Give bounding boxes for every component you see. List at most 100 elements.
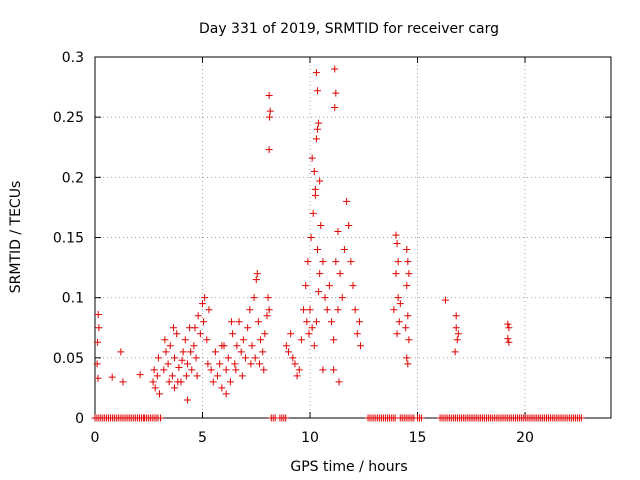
data-point xyxy=(304,258,312,266)
data-point xyxy=(336,270,344,278)
data-point xyxy=(312,318,320,326)
data-point xyxy=(205,306,213,314)
x-tick-label: 5 xyxy=(198,430,207,446)
data-point xyxy=(174,378,182,386)
data-point xyxy=(393,240,401,248)
data-point xyxy=(332,258,340,266)
data-point xyxy=(235,318,243,326)
data-point xyxy=(297,336,305,344)
data-point xyxy=(261,330,269,338)
data-point xyxy=(330,336,338,344)
data-point xyxy=(93,360,101,368)
data-point xyxy=(173,330,181,338)
data-point xyxy=(441,296,449,304)
data-point xyxy=(321,294,329,302)
zero-data-point xyxy=(282,414,290,422)
data-point xyxy=(392,270,400,278)
data-point xyxy=(204,360,212,368)
data-point xyxy=(218,342,226,350)
data-point xyxy=(315,119,323,127)
data-point xyxy=(203,336,211,344)
data-point xyxy=(295,366,303,374)
data-point xyxy=(328,318,335,326)
data-point xyxy=(392,231,400,239)
data-point xyxy=(395,318,403,326)
data-point xyxy=(175,363,183,371)
data-point xyxy=(402,324,410,332)
data-point xyxy=(164,360,172,368)
data-point xyxy=(194,312,202,320)
data-point xyxy=(312,135,320,143)
data-point xyxy=(319,258,327,266)
data-point xyxy=(291,360,299,368)
data-point xyxy=(238,372,246,380)
tick-layer: 0 5 10 15 20 0 0.05 0.1 0.15 0.2 0.25 0.3 xyxy=(53,50,611,446)
data-point xyxy=(334,306,342,314)
data-point xyxy=(191,324,199,332)
y-tick-label: 0.25 xyxy=(53,110,84,126)
data-point xyxy=(171,354,179,362)
data-point xyxy=(310,342,318,350)
data-point xyxy=(314,87,322,95)
data-point xyxy=(226,378,234,386)
data-point xyxy=(293,372,301,380)
y-tick-label: 0 xyxy=(75,411,84,427)
data-point xyxy=(332,89,340,97)
data-point xyxy=(311,191,319,199)
data-point xyxy=(403,282,411,290)
data-point xyxy=(216,360,224,368)
data-point xyxy=(300,306,308,314)
y-tick-label: 0.05 xyxy=(53,351,84,367)
data-point xyxy=(193,372,201,380)
chart-title: Day 331 of 2019, SRMTID for receiver car… xyxy=(199,21,499,37)
data-point xyxy=(211,348,219,356)
x-axis-label: GPS time / hours xyxy=(290,459,407,475)
y-tick-label: 0.2 xyxy=(62,170,84,186)
data-point xyxy=(187,348,195,356)
data-point xyxy=(404,258,412,266)
data-point xyxy=(108,373,116,381)
grid-layer xyxy=(95,57,611,418)
data-point xyxy=(94,374,102,382)
data-point xyxy=(317,221,325,229)
data-point xyxy=(254,318,262,326)
data-point xyxy=(161,336,169,344)
data-point xyxy=(404,312,412,320)
data-point xyxy=(179,348,187,356)
data-point xyxy=(250,294,258,302)
data-point xyxy=(253,270,261,278)
plot-frame xyxy=(94,56,612,419)
zero-data-point xyxy=(417,414,425,422)
data-point xyxy=(355,318,363,326)
data-point xyxy=(309,209,317,217)
data-point xyxy=(266,113,274,121)
data-point xyxy=(233,342,241,350)
data-point xyxy=(153,372,161,380)
data-point xyxy=(117,348,125,356)
data-point xyxy=(305,330,313,338)
data-point xyxy=(154,354,162,362)
data-point xyxy=(325,282,333,290)
data-point xyxy=(183,396,191,404)
data-point xyxy=(347,258,355,266)
data-point xyxy=(285,348,292,356)
y-axis-label: SRMTID / TECUs xyxy=(8,181,24,294)
data-point xyxy=(314,246,322,254)
data-point xyxy=(403,246,411,254)
data-point xyxy=(265,306,273,314)
data-point xyxy=(357,342,365,350)
data-point xyxy=(218,384,226,392)
data-point xyxy=(165,378,173,386)
data-point xyxy=(306,306,314,314)
data-point xyxy=(248,342,256,350)
data-point xyxy=(505,324,513,332)
data-point xyxy=(232,366,240,374)
data-point xyxy=(319,366,327,374)
data-point xyxy=(119,378,127,386)
data-point xyxy=(257,336,265,344)
data-point xyxy=(405,270,413,278)
data-point xyxy=(94,338,102,346)
data-point xyxy=(265,92,273,100)
data-point xyxy=(162,348,170,356)
